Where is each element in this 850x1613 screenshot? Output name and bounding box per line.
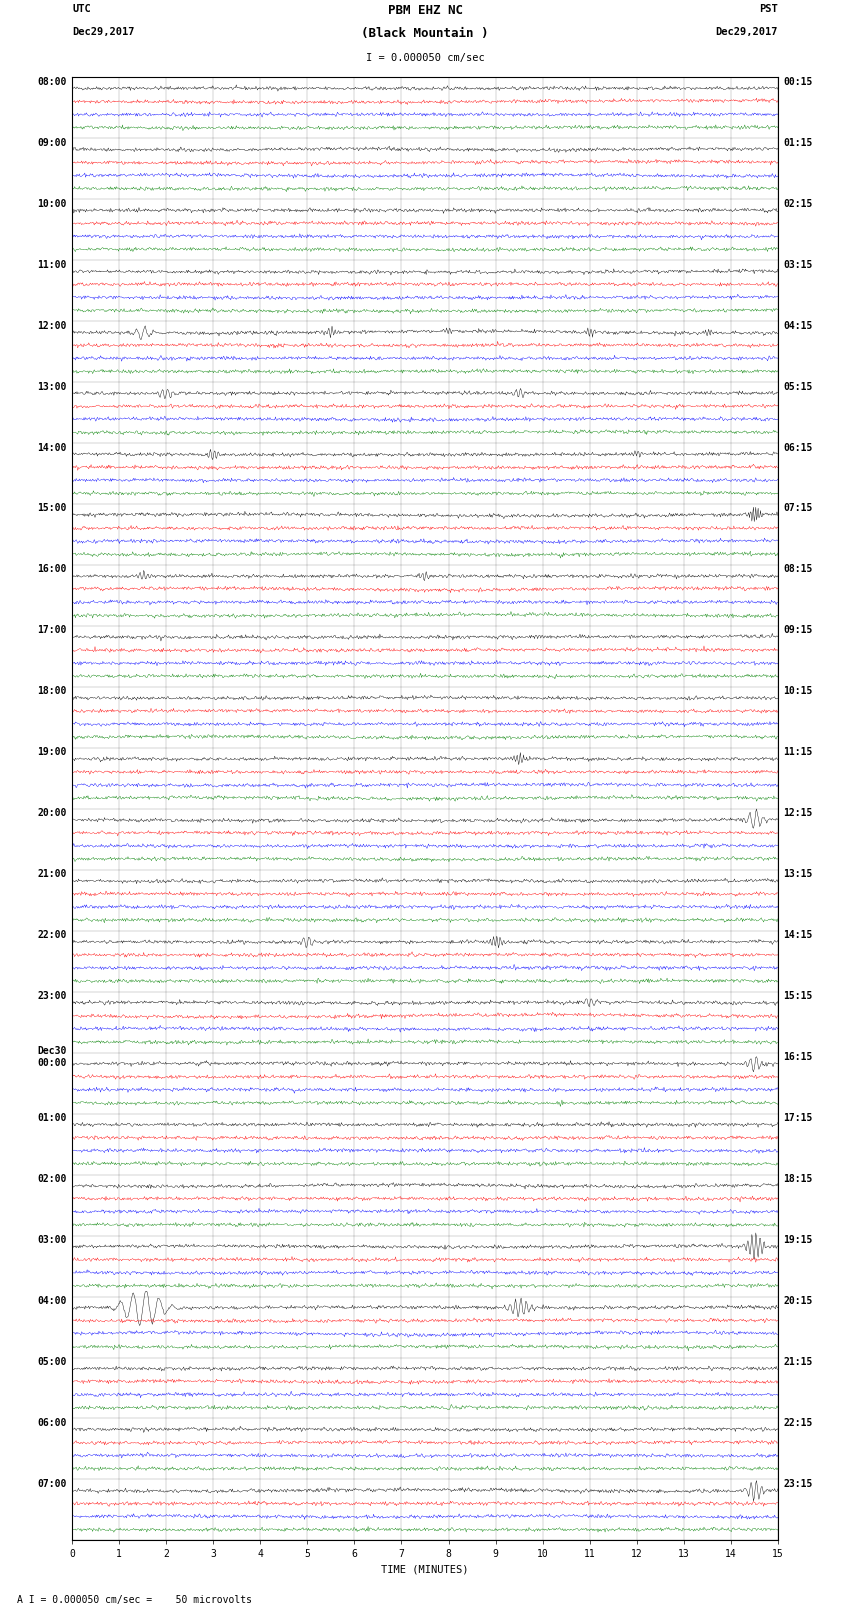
Text: UTC: UTC	[72, 3, 91, 15]
Text: 17:00: 17:00	[37, 626, 66, 636]
Text: 00:15: 00:15	[784, 77, 813, 87]
Text: 12:00: 12:00	[37, 321, 66, 331]
Text: 18:15: 18:15	[784, 1174, 813, 1184]
Text: 04:00: 04:00	[37, 1295, 66, 1307]
Text: Dec29,2017: Dec29,2017	[715, 27, 778, 37]
Text: 08:00: 08:00	[37, 77, 66, 87]
Text: 21:15: 21:15	[784, 1357, 813, 1366]
X-axis label: TIME (MINUTES): TIME (MINUTES)	[382, 1565, 468, 1574]
Text: 11:15: 11:15	[784, 747, 813, 758]
Text: 15:15: 15:15	[784, 990, 813, 1002]
Text: 19:00: 19:00	[37, 747, 66, 758]
Text: Dec30
00:00: Dec30 00:00	[37, 1047, 66, 1068]
Text: 21:00: 21:00	[37, 869, 66, 879]
Text: 04:15: 04:15	[784, 321, 813, 331]
Text: 14:15: 14:15	[784, 931, 813, 940]
Text: 07:15: 07:15	[784, 503, 813, 513]
Text: PBM EHZ NC: PBM EHZ NC	[388, 3, 462, 16]
Text: 16:15: 16:15	[784, 1052, 813, 1061]
Text: 05:00: 05:00	[37, 1357, 66, 1366]
Text: 09:15: 09:15	[784, 626, 813, 636]
Text: 20:00: 20:00	[37, 808, 66, 818]
Text: 03:15: 03:15	[784, 260, 813, 269]
Text: 22:00: 22:00	[37, 931, 66, 940]
Text: 15:00: 15:00	[37, 503, 66, 513]
Text: 12:15: 12:15	[784, 808, 813, 818]
Text: 18:00: 18:00	[37, 687, 66, 697]
Text: 05:15: 05:15	[784, 382, 813, 392]
Text: 23:00: 23:00	[37, 990, 66, 1002]
Text: 10:00: 10:00	[37, 198, 66, 208]
Text: 07:00: 07:00	[37, 1479, 66, 1489]
Text: 13:00: 13:00	[37, 382, 66, 392]
Text: A I = 0.000050 cm/sec =    50 microvolts: A I = 0.000050 cm/sec = 50 microvolts	[17, 1595, 252, 1605]
Text: 08:15: 08:15	[784, 565, 813, 574]
Text: Dec29,2017: Dec29,2017	[72, 27, 135, 37]
Text: 14:00: 14:00	[37, 442, 66, 453]
Text: 23:15: 23:15	[784, 1479, 813, 1489]
Text: I = 0.000050 cm/sec: I = 0.000050 cm/sec	[366, 53, 484, 63]
Text: 06:00: 06:00	[37, 1418, 66, 1428]
Text: PST: PST	[759, 3, 778, 15]
Text: 16:00: 16:00	[37, 565, 66, 574]
Text: 10:15: 10:15	[784, 687, 813, 697]
Text: 22:15: 22:15	[784, 1418, 813, 1428]
Text: 06:15: 06:15	[784, 442, 813, 453]
Text: 02:15: 02:15	[784, 198, 813, 208]
Text: 03:00: 03:00	[37, 1236, 66, 1245]
Text: 17:15: 17:15	[784, 1113, 813, 1123]
Text: 19:15: 19:15	[784, 1236, 813, 1245]
Text: (Black Mountain ): (Black Mountain )	[361, 27, 489, 40]
Text: 20:15: 20:15	[784, 1295, 813, 1307]
Text: 01:15: 01:15	[784, 137, 813, 148]
Text: 01:00: 01:00	[37, 1113, 66, 1123]
Text: 11:00: 11:00	[37, 260, 66, 269]
Text: 13:15: 13:15	[784, 869, 813, 879]
Text: 02:00: 02:00	[37, 1174, 66, 1184]
Text: 09:00: 09:00	[37, 137, 66, 148]
